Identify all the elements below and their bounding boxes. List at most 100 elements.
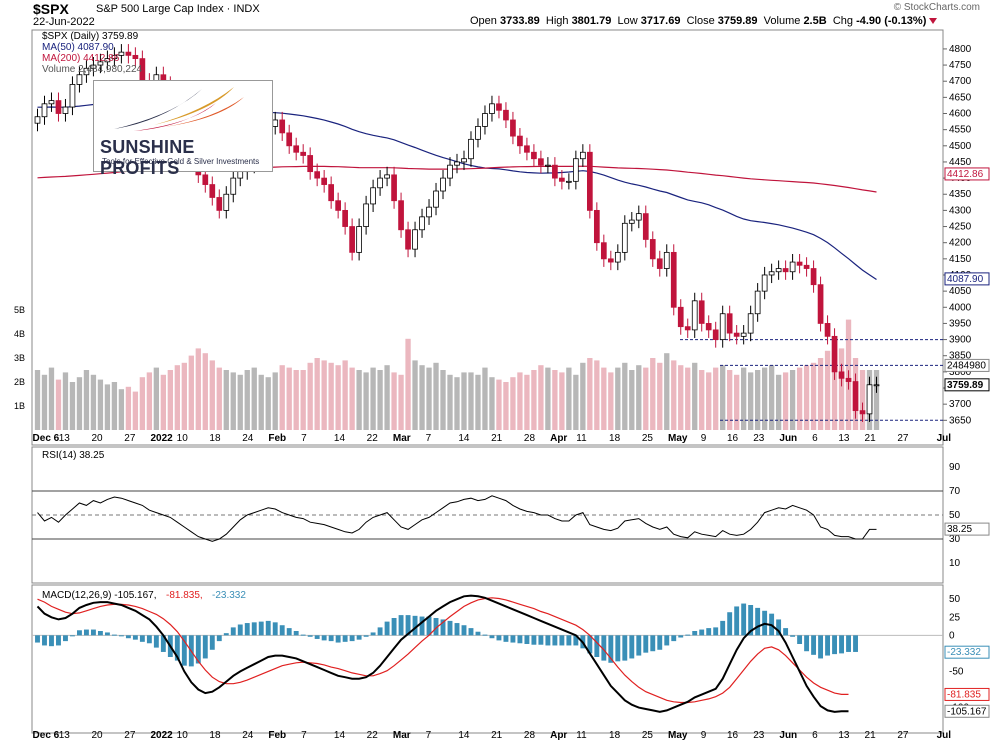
candle xyxy=(656,258,663,269)
candle xyxy=(412,229,418,250)
volume-bar xyxy=(873,370,880,430)
x-axis-label: May xyxy=(668,433,688,444)
x-axis-label-bottom: 21 xyxy=(865,730,877,741)
macd-histogram-bar xyxy=(181,635,187,666)
volume-bar xyxy=(209,360,215,430)
low-label: Low xyxy=(617,15,638,27)
volume-bar xyxy=(517,372,523,430)
candle xyxy=(531,151,537,160)
volume-bar xyxy=(503,382,509,430)
volume-bar xyxy=(671,360,677,430)
volume-bar xyxy=(754,370,761,430)
macd-histogram-bar xyxy=(594,635,600,657)
candle xyxy=(866,384,873,415)
volume-bar xyxy=(55,379,62,430)
macd-histogram-bar xyxy=(70,635,75,637)
volume-bar xyxy=(342,360,348,430)
x-axis-label: Jun xyxy=(779,433,797,444)
price-axis-label: 4300 xyxy=(949,205,972,216)
candle xyxy=(852,381,859,412)
macd-histogram-bar xyxy=(433,618,439,636)
macd-legend: MACD(12,26,9) -105.167, xyxy=(42,590,157,601)
candle xyxy=(824,323,831,337)
candle xyxy=(426,206,432,218)
macd-histogram-bar xyxy=(524,635,530,644)
price-axis-label: 4800 xyxy=(949,44,972,55)
volume-bar xyxy=(293,370,299,430)
volume-bar xyxy=(370,367,376,430)
price-axis-label: 3800 xyxy=(949,367,972,378)
x-axis-label: 14 xyxy=(334,433,346,444)
x-axis-label-bottom: 23 xyxy=(753,730,765,741)
candle xyxy=(663,251,670,269)
volume-bar xyxy=(62,372,69,430)
macd-histogram-bar xyxy=(755,607,761,636)
x-axis-label: 27 xyxy=(124,433,136,444)
price-panel-frame xyxy=(31,29,944,446)
candle xyxy=(314,171,321,179)
volume-bar xyxy=(622,362,628,430)
x-axis-label-bottom: May xyxy=(668,730,688,741)
macd-histogram-bar xyxy=(146,635,152,644)
x-axis-label: 14 xyxy=(458,433,470,444)
candle xyxy=(342,209,348,227)
x-axis-label-bottom: 7 xyxy=(301,730,307,741)
x-axis-label-bottom: Mar xyxy=(393,730,411,741)
candle xyxy=(677,306,684,328)
macd-histogram-bar xyxy=(321,635,327,641)
volume-bar xyxy=(76,377,83,430)
x-axis-label-bottom: 25 xyxy=(642,730,654,741)
ma200-price-tag-box xyxy=(944,167,990,181)
volume-bar xyxy=(824,350,831,430)
candle xyxy=(761,274,768,292)
volume-bar xyxy=(265,377,271,430)
volume-bar xyxy=(223,370,229,430)
macd-histogram-bar xyxy=(678,635,684,638)
logo-swoosh-icon xyxy=(114,87,244,131)
volume-bar xyxy=(454,377,460,430)
volume-bar xyxy=(335,365,341,430)
macd-histogram-bar xyxy=(293,631,299,636)
volume-bar xyxy=(524,374,530,430)
candle xyxy=(62,106,69,114)
macd-hist-tag-box xyxy=(944,645,990,659)
macd-histogram-bar xyxy=(300,634,306,636)
volume-bar xyxy=(272,372,278,430)
high-value: 3801.79 xyxy=(571,15,612,27)
volume-axis-label: 5B xyxy=(14,305,25,315)
candle xyxy=(125,51,132,56)
volume-bar xyxy=(118,389,125,430)
open-value: 3733.89 xyxy=(499,15,540,27)
ma200-legend: MA(200) 4412.86 xyxy=(42,53,120,64)
macd-histogram-bar xyxy=(279,625,285,636)
macd-histogram-bar xyxy=(510,635,516,643)
chart-date: 22-Jun-2022 xyxy=(33,16,95,28)
volume-bar xyxy=(286,367,292,430)
x-axis-label: 20 xyxy=(92,433,104,444)
macd-histogram-bar xyxy=(657,635,663,650)
macd-histogram-bar xyxy=(489,635,495,639)
x-axis-label-bottom: 22 xyxy=(367,730,379,741)
x-axis-label-bottom: 20 xyxy=(92,730,104,741)
macd-histogram-bar xyxy=(643,635,649,653)
logo-tagline: Tools for Effective Gold & Silver Invest… xyxy=(102,157,260,166)
macd-histogram-bar xyxy=(573,635,579,646)
macd-histogram-bar xyxy=(734,606,740,636)
candle xyxy=(621,222,628,253)
macd-histogram-bar xyxy=(111,634,117,636)
macd-histogram-bar xyxy=(832,635,838,655)
candle xyxy=(552,164,558,179)
x-axis-label: 10 xyxy=(177,433,189,444)
candle xyxy=(398,200,404,231)
volume-bar xyxy=(685,367,691,430)
volume-bar xyxy=(125,386,132,430)
index-name: S&P 500 Large Cap Index · INDX xyxy=(96,3,260,15)
macd-histogram-bar xyxy=(384,621,390,636)
macd-axis-label: 50 xyxy=(949,594,961,605)
candle xyxy=(642,213,649,240)
macd-histogram-bar xyxy=(727,612,733,636)
volume-value: 2.5B xyxy=(803,15,827,27)
high-label: High xyxy=(545,15,569,27)
macd-histogram-bar xyxy=(741,603,747,636)
macd-axis-label: 25 xyxy=(949,612,961,623)
